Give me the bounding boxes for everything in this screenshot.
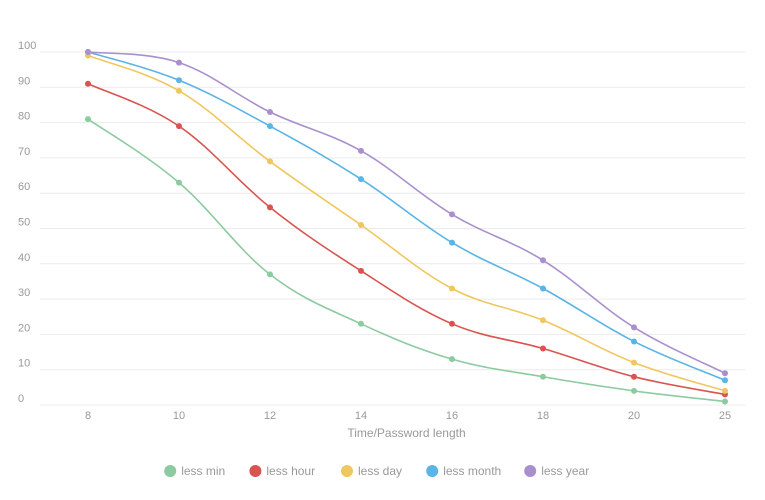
legend-marker <box>426 465 439 477</box>
data-point <box>176 77 182 84</box>
data-point <box>722 377 728 384</box>
data-point <box>85 116 91 123</box>
data-point <box>449 320 455 327</box>
x-tick-label: 20 <box>628 410 640 422</box>
series-line <box>87 51 726 374</box>
y-tick-label: 80 <box>18 111 30 123</box>
x-tick-label: 14 <box>355 410 367 422</box>
data-point <box>85 49 91 55</box>
data-point <box>85 80 91 87</box>
series-less-min <box>85 116 728 405</box>
data-point <box>267 123 273 130</box>
x-axis-title: Time/Password length <box>347 426 465 440</box>
y-tick-label: 0 <box>18 393 24 405</box>
data-point <box>176 87 182 94</box>
legend-marker <box>341 465 353 477</box>
y-tick-label: 30 <box>18 287 30 299</box>
data-point <box>358 147 364 154</box>
legend-marker <box>524 465 537 477</box>
data-point <box>722 398 728 405</box>
data-point <box>267 204 273 211</box>
x-tick-label: 25 <box>719 410 731 422</box>
y-tick-label: 40 <box>18 252 30 264</box>
x-tick-label: 8 <box>85 410 91 422</box>
series-less-year <box>85 49 728 377</box>
data-point <box>722 387 728 394</box>
legend: less min less hour less day less month less … <box>164 464 589 478</box>
data-point <box>449 285 455 292</box>
data-point <box>176 179 182 186</box>
x-tick-label: 16 <box>446 410 458 422</box>
data-point <box>631 373 637 380</box>
series-line <box>87 51 726 382</box>
data-point <box>176 123 182 130</box>
legend-label: less hour <box>266 464 315 478</box>
series-less-hour <box>85 80 728 398</box>
data-point <box>449 239 455 246</box>
legend-marker <box>164 465 177 477</box>
y-tick-label: 100 <box>18 40 36 52</box>
legend-item[interactable]: less hour <box>249 464 315 478</box>
data-point <box>722 370 728 377</box>
data-point <box>176 59 182 66</box>
x-tick-label: 18 <box>537 410 549 422</box>
data-point <box>449 356 455 363</box>
data-point <box>267 109 273 116</box>
series-line <box>87 118 726 403</box>
series-line <box>87 83 726 396</box>
data-point <box>358 320 364 327</box>
data-point <box>267 271 273 278</box>
series-group <box>85 49 728 405</box>
data-point <box>358 267 364 274</box>
legend-label: less day <box>358 464 402 478</box>
data-point <box>449 211 455 218</box>
legend-item[interactable]: less month <box>426 464 501 478</box>
series-line <box>87 54 726 392</box>
data-point <box>358 221 364 228</box>
data-point <box>540 257 546 264</box>
data-point <box>267 158 273 165</box>
y-tick-label: 20 <box>18 322 30 334</box>
data-point <box>540 373 546 380</box>
legend-marker <box>249 465 262 477</box>
y-tick-label: 70 <box>18 146 30 158</box>
legend-item[interactable]: less min <box>164 464 225 478</box>
data-point <box>540 345 546 352</box>
y-tick-label: 50 <box>18 217 30 229</box>
x-tick-label: 12 <box>264 410 276 422</box>
data-point <box>358 176 364 183</box>
legend-item[interactable]: less day <box>341 464 402 478</box>
legend-label: less year <box>541 464 589 478</box>
y-tick-label: 10 <box>18 358 30 370</box>
y-axis-ticks: 0 10 20 30 40 50 60 70 80 90 100 <box>18 40 36 405</box>
data-point <box>631 359 637 366</box>
data-point <box>540 285 546 292</box>
legend-label: less month <box>443 464 501 478</box>
data-point <box>631 387 637 394</box>
legend-label: less min <box>181 464 225 478</box>
data-point <box>540 317 546 324</box>
y-tick-label: 90 <box>18 75 30 87</box>
x-axis-ticks: 8 10 12 14 16 18 20 25 <box>85 410 731 422</box>
x-tick-label: 10 <box>173 410 185 422</box>
legend-item[interactable]: less year <box>524 464 589 478</box>
grid-lines <box>40 51 745 406</box>
y-tick-label: 60 <box>18 181 30 193</box>
data-point <box>631 324 637 331</box>
series-less-month <box>85 49 728 384</box>
data-point <box>631 338 637 345</box>
